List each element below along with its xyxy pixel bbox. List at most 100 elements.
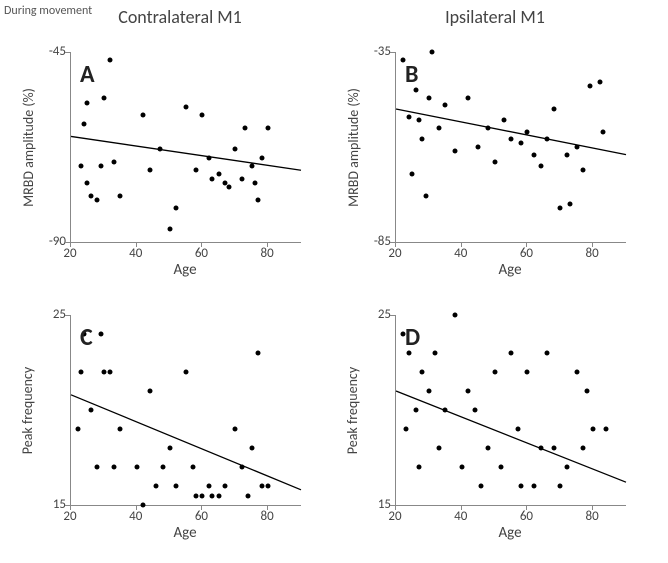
x-tick: 60 bbox=[191, 246, 211, 261]
data-point bbox=[98, 164, 103, 169]
data-point bbox=[161, 465, 166, 470]
data-point bbox=[233, 147, 238, 152]
data-point bbox=[420, 137, 425, 142]
data-point bbox=[581, 167, 586, 172]
x-axis-label: Age bbox=[70, 261, 300, 279]
data-point bbox=[564, 152, 569, 157]
panel-letter: D bbox=[405, 323, 420, 352]
data-point bbox=[433, 351, 438, 356]
data-point bbox=[85, 180, 90, 185]
data-point bbox=[574, 145, 579, 150]
data-point bbox=[417, 465, 422, 470]
data-point bbox=[167, 446, 172, 451]
panel-letter: C bbox=[80, 323, 93, 352]
data-point bbox=[515, 427, 520, 432]
data-point bbox=[417, 118, 422, 123]
data-point bbox=[564, 465, 569, 470]
data-point bbox=[410, 171, 415, 176]
y-axis-label: MRBD amplitude (%) bbox=[18, 67, 38, 227]
data-point bbox=[190, 465, 195, 470]
x-axis-label: Age bbox=[70, 524, 300, 542]
data-point bbox=[591, 427, 596, 432]
data-point bbox=[78, 370, 83, 375]
data-point bbox=[226, 185, 231, 190]
plot-area bbox=[395, 52, 626, 243]
data-point bbox=[101, 370, 106, 375]
data-point bbox=[472, 408, 477, 413]
data-point bbox=[157, 147, 162, 152]
data-point bbox=[502, 118, 507, 123]
panel-b: MRBD amplitude (%)Age20406080-85-35B bbox=[345, 32, 645, 277]
data-point bbox=[453, 148, 458, 153]
data-point bbox=[604, 427, 609, 432]
data-point bbox=[426, 389, 431, 394]
regression-line bbox=[396, 52, 626, 242]
regression-line bbox=[71, 315, 301, 505]
data-point bbox=[233, 427, 238, 432]
data-point bbox=[486, 126, 491, 131]
data-point bbox=[88, 193, 93, 198]
data-point bbox=[154, 484, 159, 489]
regression-line bbox=[396, 315, 626, 505]
data-point bbox=[466, 95, 471, 100]
data-point bbox=[95, 465, 100, 470]
data-point bbox=[479, 484, 484, 489]
plot-area bbox=[70, 315, 301, 506]
data-point bbox=[436, 446, 441, 451]
data-point bbox=[256, 351, 261, 356]
data-point bbox=[545, 137, 550, 142]
x-tick: 80 bbox=[582, 246, 602, 261]
data-point bbox=[492, 160, 497, 165]
plot-area bbox=[395, 315, 626, 506]
data-point bbox=[587, 84, 592, 89]
data-point bbox=[443, 408, 448, 413]
data-point bbox=[525, 370, 530, 375]
regression-line bbox=[71, 52, 301, 242]
y-axis-label: MRBD amplitude (%) bbox=[343, 67, 363, 227]
data-point bbox=[141, 503, 146, 508]
data-point bbox=[259, 484, 264, 489]
data-point bbox=[597, 80, 602, 85]
x-axis-label: Age bbox=[395, 261, 625, 279]
data-point bbox=[111, 159, 116, 164]
data-point bbox=[101, 96, 106, 101]
x-tick: 40 bbox=[126, 246, 146, 261]
data-point bbox=[259, 155, 264, 160]
data-point bbox=[538, 164, 543, 169]
data-point bbox=[453, 313, 458, 318]
data-point bbox=[239, 465, 244, 470]
data-point bbox=[141, 113, 146, 118]
data-point bbox=[111, 465, 116, 470]
y-axis-label: Peak frequency bbox=[18, 330, 38, 490]
data-point bbox=[174, 206, 179, 211]
data-point bbox=[476, 145, 481, 150]
figure: During movement Contralateral M1 Ipsilat… bbox=[0, 0, 668, 563]
panel-d: Peak frequencyAge204060801525D bbox=[345, 295, 645, 540]
data-point bbox=[545, 351, 550, 356]
data-point bbox=[581, 446, 586, 451]
x-tick: 80 bbox=[582, 509, 602, 524]
data-point bbox=[256, 197, 261, 202]
data-point bbox=[78, 164, 83, 169]
data-point bbox=[108, 58, 113, 63]
x-axis-label: Age bbox=[395, 524, 625, 542]
data-point bbox=[436, 126, 441, 131]
data-point bbox=[118, 193, 123, 198]
data-point bbox=[568, 202, 573, 207]
data-point bbox=[532, 152, 537, 157]
data-point bbox=[413, 408, 418, 413]
data-point bbox=[253, 180, 258, 185]
data-point bbox=[499, 465, 504, 470]
data-point bbox=[193, 493, 198, 498]
panel-c: Peak frequencyAge204060801525C bbox=[20, 295, 320, 540]
data-point bbox=[85, 100, 90, 105]
y-tick: -85 bbox=[374, 234, 391, 249]
data-point bbox=[88, 408, 93, 413]
data-point bbox=[216, 493, 221, 498]
y-tick: -45 bbox=[49, 44, 66, 59]
data-point bbox=[193, 168, 198, 173]
data-point bbox=[423, 194, 428, 199]
data-point bbox=[558, 484, 563, 489]
data-point bbox=[443, 103, 448, 108]
data-point bbox=[249, 446, 254, 451]
